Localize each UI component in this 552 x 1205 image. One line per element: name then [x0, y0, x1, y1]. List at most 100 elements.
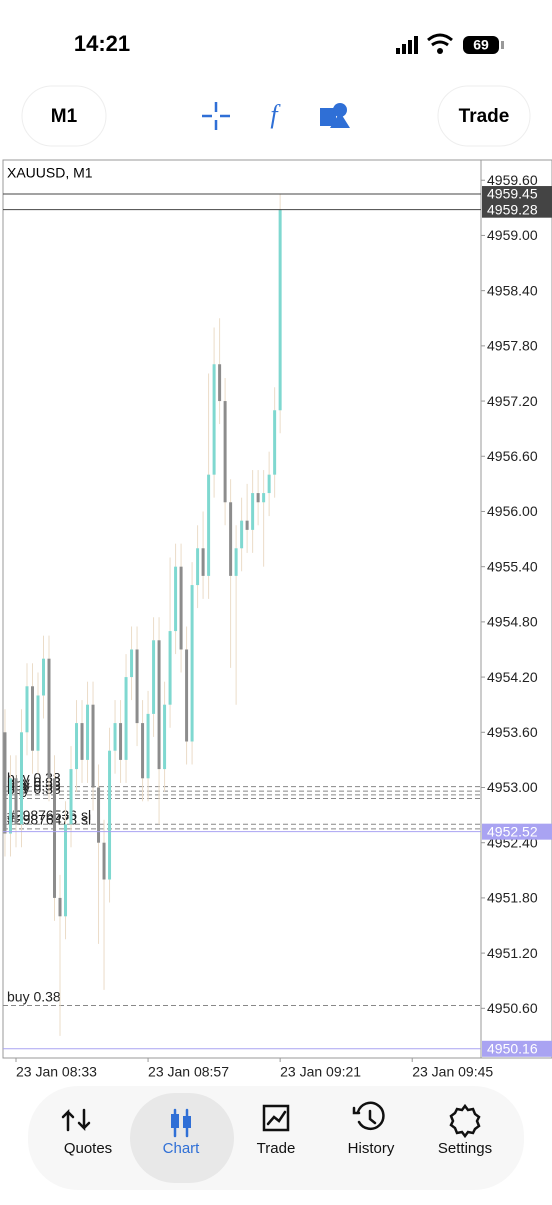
y-tick-label: 4951.80 — [487, 890, 538, 906]
price-tag — [482, 823, 552, 840]
candle-body — [91, 704, 95, 788]
candle-body — [234, 548, 238, 576]
candle-body — [190, 585, 194, 742]
y-tick-label: 4954.20 — [487, 669, 538, 685]
candle-body — [25, 686, 29, 733]
candle-body — [163, 704, 167, 770]
price-tag — [482, 1040, 552, 1057]
candle-body — [245, 520, 249, 530]
candle-body — [119, 723, 123, 760]
candle-body — [64, 824, 68, 917]
status-time: 14:21 — [74, 31, 130, 56]
price-tag-label: 4959.28 — [487, 201, 538, 217]
chart-frame — [2, 159, 552, 1059]
candle-body — [108, 750, 112, 880]
candle-body — [212, 364, 216, 475]
candle-body — [141, 723, 145, 779]
price-tag-label: 4950.16 — [487, 1041, 538, 1057]
candle-body — [14, 778, 18, 825]
candle-body — [201, 548, 205, 576]
candle-body — [3, 732, 7, 834]
candle-body — [58, 897, 62, 917]
candle-body — [273, 410, 277, 475]
candle-body — [42, 658, 46, 696]
nav-label[interactable]: Quotes — [64, 1140, 112, 1157]
nav-label[interactable]: Chart — [163, 1140, 201, 1157]
candle-body — [240, 520, 244, 549]
y-tick-label: 4953.60 — [487, 724, 538, 740]
candle-body — [80, 723, 84, 760]
battery-level: 69 — [473, 37, 489, 53]
candle-body — [69, 769, 73, 825]
candle-body — [19, 732, 23, 825]
candle-body — [218, 364, 222, 402]
candle-body — [256, 493, 260, 503]
x-tick-label: 23 Jan 08:57 — [148, 1064, 229, 1080]
status-icons — [396, 33, 504, 54]
order-label: #29876478 sl — [7, 812, 91, 828]
nav-label[interactable]: History — [348, 1140, 395, 1157]
y-tick-label: 4955.40 — [487, 558, 538, 574]
candle-body — [157, 640, 161, 770]
nav-icon[interactable] — [262, 1104, 290, 1132]
y-tick-label: 4954.80 — [487, 614, 538, 630]
y-tick-label: 4956.00 — [487, 503, 538, 519]
nav-label[interactable]: Trade — [257, 1140, 296, 1157]
price-tag — [482, 186, 552, 203]
candle-body — [223, 401, 227, 503]
y-tick-label: 4957.20 — [487, 393, 538, 409]
candle-body — [207, 474, 211, 576]
candle-body — [152, 640, 156, 714]
candle-body — [75, 723, 79, 770]
indicators-icon[interactable]: f — [270, 100, 281, 129]
candle-body — [229, 502, 233, 576]
y-tick-label: 4957.80 — [487, 338, 538, 354]
candle-body — [262, 493, 266, 503]
nav-icon[interactable] — [352, 1101, 385, 1131]
nav-items: Quotes Chart Trade History Settings — [61, 1093, 492, 1183]
plot: 4959.60 4959.00 4958.40 4957.80 4957.20 4956.… — [3, 172, 552, 1080]
nav-icon-body[interactable] — [171, 1114, 179, 1128]
candle-body — [8, 778, 12, 834]
candle-body — [47, 658, 51, 779]
candle-body — [185, 649, 189, 742]
candle-body — [130, 649, 134, 678]
candle-body — [113, 723, 117, 751]
price-tag — [482, 201, 552, 218]
y-tick-label: 4956.60 — [487, 448, 538, 464]
candle-body — [102, 842, 106, 880]
candle-body — [179, 566, 183, 650]
chart-title: XAUUSD, M1 — [7, 165, 93, 181]
x-tick-label: 23 Jan 08:33 — [16, 1064, 97, 1080]
nav-bar — [28, 1086, 524, 1190]
candle-body — [278, 209, 282, 411]
nav-label[interactable]: Settings — [438, 1140, 492, 1157]
trade-label[interactable]: Trade — [459, 106, 510, 127]
objects-icon[interactable] — [320, 103, 350, 128]
x-tick-label: 23 Jan 09:45 — [412, 1064, 493, 1080]
timeframe-label[interactable]: M1 — [51, 106, 78, 127]
candle-body — [196, 548, 200, 586]
candle-body — [97, 787, 101, 843]
nav-icon-body[interactable] — [183, 1116, 191, 1128]
candle-body — [30, 686, 34, 751]
price-tag-label: 4952.52 — [487, 823, 538, 839]
trade-button[interactable] — [437, 85, 531, 147]
y-tick-label: 4959.00 — [487, 227, 538, 243]
y-tick-label: 4950.60 — [487, 1000, 538, 1016]
nav-icon[interactable] — [61, 1108, 91, 1132]
candle-body — [267, 474, 271, 494]
candle-body — [146, 713, 150, 779]
crosshair-icon[interactable] — [202, 102, 230, 130]
candle-body — [168, 631, 172, 705]
candle-body — [36, 695, 40, 751]
y-tick-label: 4958.40 — [487, 282, 538, 298]
order-label: buy 0.38 — [7, 988, 61, 1004]
timeframe-button[interactable] — [21, 85, 107, 147]
candle-body — [124, 677, 128, 760]
candle-body — [86, 704, 90, 760]
y-tick-label: 4951.20 — [487, 945, 538, 961]
nav-icon[interactable] — [449, 1103, 481, 1139]
